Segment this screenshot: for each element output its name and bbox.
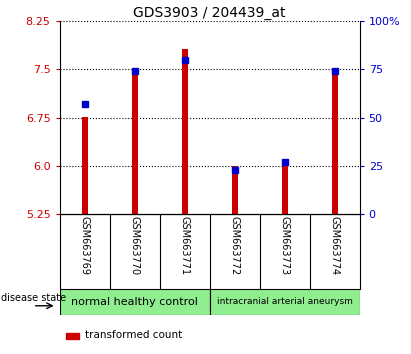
Text: GSM663771: GSM663771 xyxy=(180,216,189,275)
Bar xyxy=(332,73,337,214)
Bar xyxy=(210,289,360,315)
Text: intracranial arterial aneurysm: intracranial arterial aneurysm xyxy=(217,297,353,306)
Bar xyxy=(132,73,138,214)
Bar xyxy=(60,289,210,315)
Bar xyxy=(282,166,288,214)
Bar xyxy=(232,166,238,214)
Bar xyxy=(66,333,79,339)
Text: GSM663769: GSM663769 xyxy=(80,216,90,275)
Text: GSM663774: GSM663774 xyxy=(330,216,339,275)
Bar xyxy=(182,49,187,214)
Text: GSM663773: GSM663773 xyxy=(279,216,290,275)
Text: GSM663772: GSM663772 xyxy=(230,216,240,276)
Text: normal healthy control: normal healthy control xyxy=(71,297,198,307)
Text: transformed count: transformed count xyxy=(85,330,182,340)
Text: disease state: disease state xyxy=(1,293,66,303)
Text: GSM663770: GSM663770 xyxy=(129,216,140,275)
Bar xyxy=(82,117,88,214)
Title: GDS3903 / 204439_at: GDS3903 / 204439_at xyxy=(133,6,286,20)
